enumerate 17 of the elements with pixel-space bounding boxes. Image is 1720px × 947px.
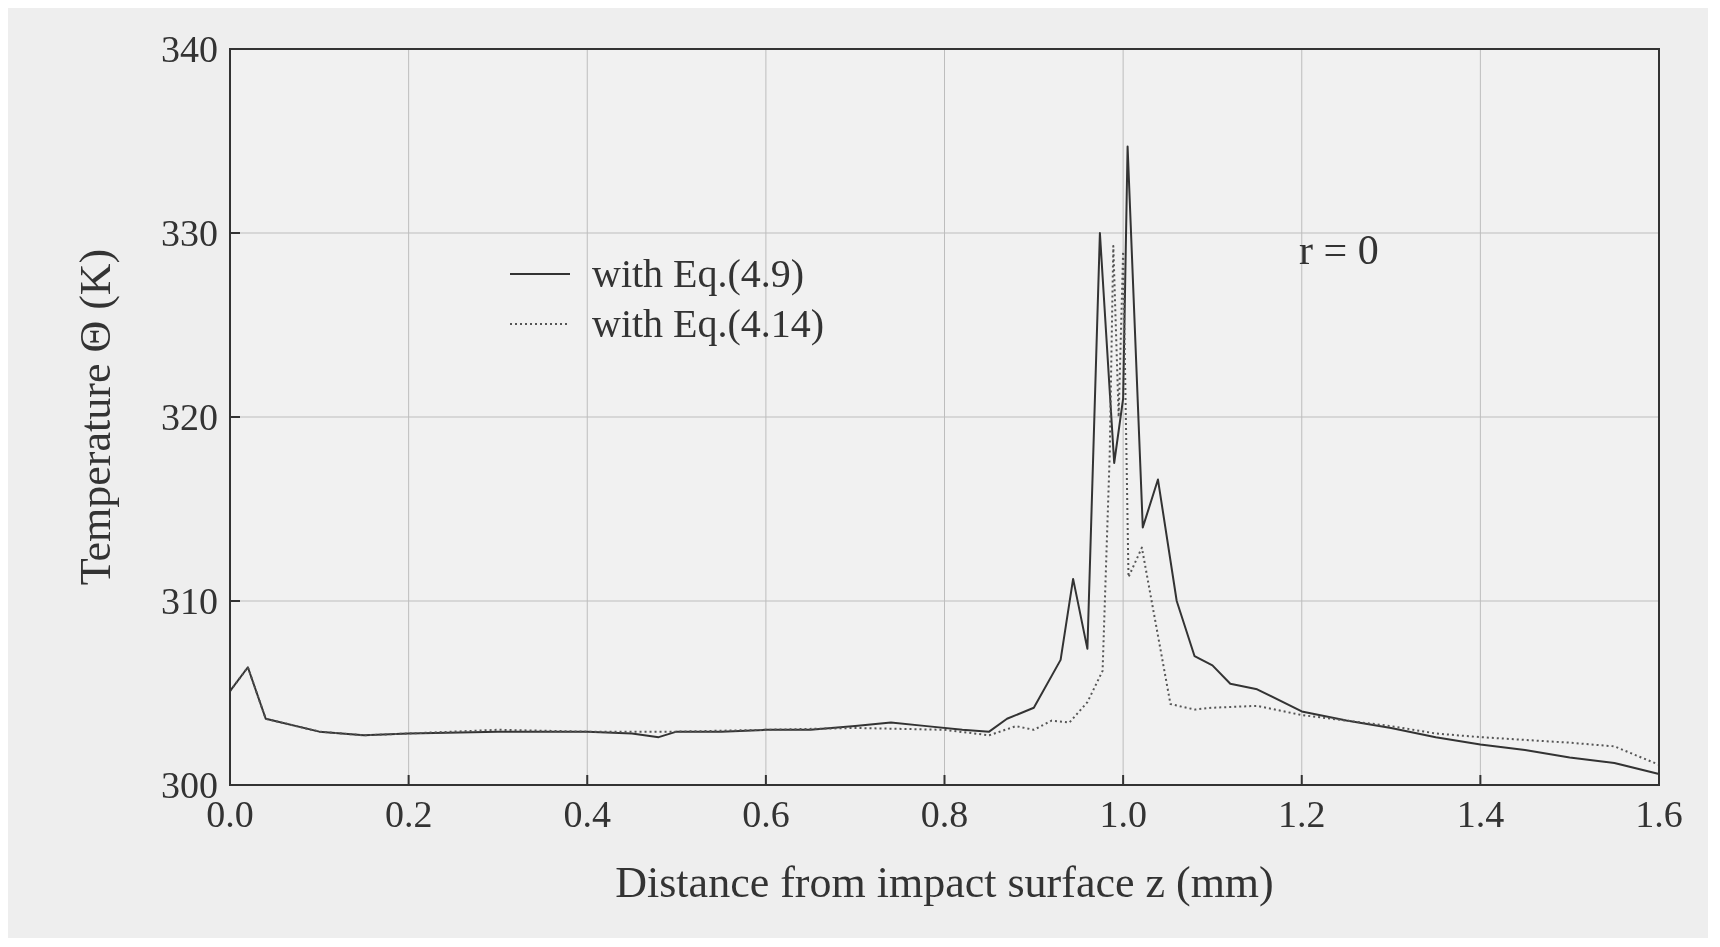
x-axis-title: Distance from impact surface z (mm) — [615, 858, 1274, 907]
annotation: r = 0 — [1299, 227, 1379, 273]
x-tick-label: 1.4 — [1456, 793, 1505, 835]
y-tick-label: 340 — [161, 28, 218, 70]
x-tick-label: 1.6 — [1635, 793, 1683, 835]
y-tick-label: 320 — [161, 396, 218, 438]
x-tick-label: 0.6 — [742, 793, 790, 835]
x-tick-label: 0.2 — [384, 793, 433, 835]
legend-label: with Eq.(4.9) — [592, 251, 805, 296]
x-tick-label: 0.4 — [563, 793, 611, 835]
x-tick-label: 1.2 — [1278, 793, 1326, 835]
x-tick-label: 0.8 — [920, 793, 969, 835]
y-tick-label: 310 — [161, 580, 218, 622]
legend-label: with Eq.(4.14) — [592, 301, 825, 346]
x-tick-label: 1.0 — [1099, 793, 1147, 835]
y-axis-title: Temperature Θ (K) — [71, 248, 120, 586]
y-tick-label: 330 — [161, 212, 218, 254]
